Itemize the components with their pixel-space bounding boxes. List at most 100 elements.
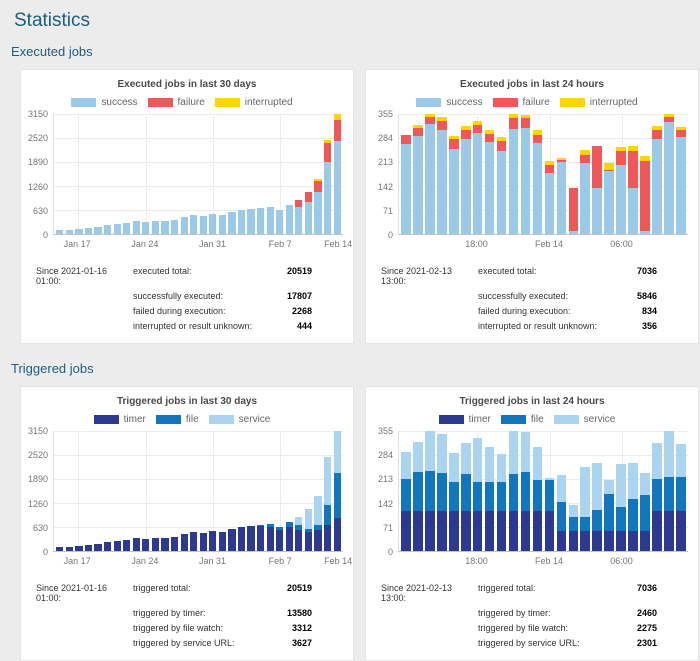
stat-label: successfully executed: <box>133 291 224 301</box>
legend-item-service[interactable]: service <box>553 414 626 425</box>
legend-label: success <box>446 97 483 108</box>
bar-segment-service <box>580 466 591 518</box>
legend-item-failure[interactable]: failure <box>147 97 215 108</box>
bar-segment-timer <box>460 511 471 551</box>
bar <box>142 431 150 551</box>
legend-label: service <box>238 414 271 425</box>
bar <box>592 114 603 234</box>
bar <box>123 114 131 234</box>
plot-area <box>53 114 343 235</box>
v-gridline <box>212 114 214 234</box>
stats-block: Since 2021-02-13 13:00: triggered total: 7… <box>366 569 698 654</box>
triggered-charts-row: Triggered jobs in last 30 days timer file s… <box>0 386 700 661</box>
bar <box>676 114 686 234</box>
stat-value: 7036 <box>636 583 657 593</box>
bar <box>113 431 121 551</box>
bar-segment-timer <box>285 527 293 551</box>
executed-24h-panel: Executed jobs in last 24 hours success fai… <box>365 69 699 344</box>
legend-item-success[interactable]: success <box>71 97 147 108</box>
bar-segment-success <box>113 224 121 234</box>
legend-item-timer[interactable]: timer <box>438 414 501 425</box>
bar-segment-timer <box>190 531 198 551</box>
bar-segment-service <box>640 473 650 496</box>
h-gridline <box>54 186 343 187</box>
bar <box>652 431 662 551</box>
bar-segment-service <box>413 441 423 473</box>
bar-segment-timer <box>604 530 614 551</box>
bar-segment-success <box>132 221 140 234</box>
bar-segment-file <box>314 524 322 530</box>
legend-swatch-timer <box>438 415 464 424</box>
legend-label: failure <box>177 97 205 108</box>
bar-segment-failure <box>314 181 322 193</box>
bar-segment-service <box>532 446 543 481</box>
bar-segment-failure <box>628 151 638 189</box>
stats-since: Since 2021-01-16 01:00: <box>36 583 108 603</box>
h-gridline <box>399 503 688 504</box>
bar-segment-timer <box>142 538 150 551</box>
bar <box>228 114 236 234</box>
chart-title: Executed jobs in last 30 days <box>117 79 257 90</box>
bar-segment-interrupted <box>544 160 555 165</box>
stats-block: Since 2021-02-13 13:00: executed total: 70… <box>366 252 698 337</box>
bar <box>94 114 102 234</box>
bar-segment-timer <box>323 525 332 551</box>
bar <box>151 431 159 551</box>
x-tick-label: Feb 14 <box>535 239 564 249</box>
chart-title: Executed jobs in last 24 hours <box>460 79 604 90</box>
stats-since <box>36 321 133 331</box>
bar-segment-interrupted <box>616 147 626 152</box>
y-axis: 3150 2520 1890 1260 630 0 <box>25 426 53 557</box>
bar-segment-timer <box>65 547 73 551</box>
bar-segment-timer <box>616 530 626 551</box>
legend-item-service[interactable]: service <box>208 414 281 425</box>
legend-label: file <box>530 414 544 425</box>
x-axis: 18:00 Feb 14 06:00 <box>398 238 688 252</box>
y-tick-label: 213 <box>377 157 393 168</box>
legend-item-interrupted[interactable]: interrupted <box>559 97 648 108</box>
bar <box>132 114 140 234</box>
bar-segment-failure <box>472 124 483 134</box>
bar-segment-interrupted <box>413 124 423 128</box>
bar-segment-file <box>295 525 303 530</box>
bar-segment-interrupted <box>532 129 543 135</box>
bar <box>425 114 435 234</box>
y-tick-label: 3150 <box>27 109 48 119</box>
bar-segment-success <box>75 229 83 234</box>
bar-segment-interrupted <box>460 126 471 131</box>
legend-item-timer[interactable]: timer <box>93 414 156 425</box>
bar-segment-service <box>616 464 626 508</box>
bar-segment-file <box>472 481 483 512</box>
bar-segment-success <box>170 219 179 234</box>
stats-since <box>36 638 133 648</box>
bar-segment-timer <box>266 527 274 551</box>
legend-swatch-file <box>500 415 526 424</box>
bar-segment-file <box>323 505 332 526</box>
bar <box>170 114 179 234</box>
bar-segment-service <box>295 516 303 526</box>
bar <box>132 431 140 551</box>
legend-label: failure <box>522 97 550 108</box>
legend-item-interrupted[interactable]: interrupted <box>214 97 303 108</box>
y-tick-label: 0 <box>387 230 393 240</box>
bar-segment-failure <box>323 143 332 162</box>
h-gridline <box>399 527 688 528</box>
plot-column: 18:00 Feb 14 06:00 <box>398 114 688 252</box>
bar <box>460 114 471 234</box>
bar-segment-file <box>449 482 459 512</box>
bar <box>65 431 73 551</box>
legend-item-file[interactable]: file <box>500 414 554 425</box>
stats-since <box>381 321 478 331</box>
executed-charts-row: Executed jobs in last 30 days success fail… <box>0 69 700 344</box>
stats-since <box>381 638 478 648</box>
h-gridline <box>54 503 343 504</box>
y-axis: 355 284 213 142 71 0 <box>370 109 398 240</box>
legend-item-failure[interactable]: failure <box>492 97 560 108</box>
stat-label: executed total: <box>478 266 537 276</box>
bar <box>520 114 531 234</box>
bar <box>532 431 543 551</box>
legend-item-file[interactable]: file <box>155 414 209 425</box>
y-tick-label: 0 <box>42 547 48 557</box>
legend-item-success[interactable]: success <box>416 97 492 108</box>
h-gridline <box>399 431 688 432</box>
